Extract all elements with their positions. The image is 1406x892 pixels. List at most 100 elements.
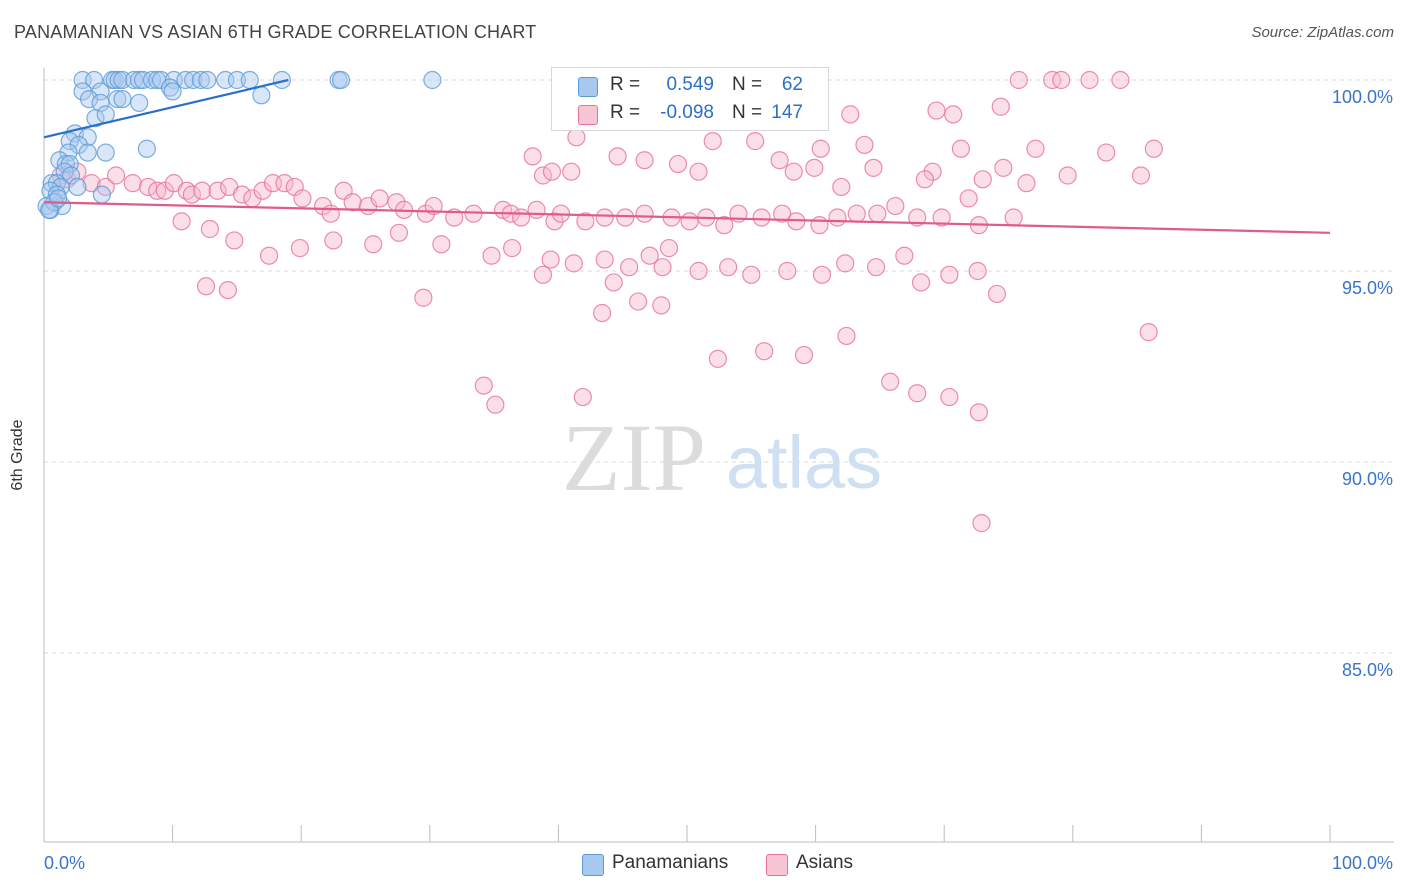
asians-point — [812, 265, 832, 284]
asians-point — [832, 177, 851, 197]
watermark-atlas: atlas — [726, 421, 882, 504]
asians-point — [432, 235, 451, 254]
asians-point — [416, 204, 436, 223]
asians-point — [604, 273, 623, 292]
asians-point — [82, 174, 101, 193]
panamanians-point — [163, 82, 182, 101]
asians-point — [742, 265, 761, 284]
asians-point — [1144, 139, 1163, 158]
panamanians-point — [78, 143, 97, 162]
asians-point — [321, 204, 340, 223]
asians-point — [752, 208, 771, 227]
asians-point — [841, 105, 860, 124]
asians-point — [533, 166, 553, 185]
asians-point — [837, 326, 856, 346]
panamanians-point — [191, 70, 210, 90]
asians-point — [218, 281, 237, 300]
stats-n-label: N = — [732, 102, 763, 123]
panamanians-point — [86, 109, 105, 128]
asians-point — [293, 189, 312, 208]
panamanians-point — [96, 143, 115, 162]
axes — [43, 68, 1394, 843]
asians-point — [746, 132, 765, 151]
panamanians-point — [113, 89, 132, 109]
panamanians-point — [79, 89, 99, 109]
asians-point — [944, 105, 963, 124]
asians-point — [652, 296, 671, 315]
tick-labels: 85.0% 90.0% 95.0% 100.0% 0.0% 100.0% — [44, 87, 1393, 873]
watermark: ZIP atlas — [562, 404, 882, 511]
asians-point — [567, 128, 586, 147]
asians-point — [959, 189, 978, 208]
asians-point — [915, 170, 935, 189]
panamanians-point — [92, 185, 111, 204]
asians-point — [770, 151, 789, 170]
asians-point — [486, 395, 505, 414]
asians-point — [503, 238, 522, 258]
asians-point — [927, 101, 946, 120]
panamanians-point — [49, 189, 68, 208]
legend-swatch-pink — [766, 854, 788, 876]
stats-swatch-blue — [578, 77, 598, 97]
asians-point — [482, 246, 501, 265]
asians-point — [564, 254, 583, 273]
panamanians-point — [198, 70, 217, 90]
asians-point — [259, 246, 279, 265]
asians-point — [805, 158, 824, 177]
asians-point — [562, 162, 581, 181]
asians-point — [847, 204, 866, 223]
trend-lines — [43, 78, 1331, 234]
asians-point — [541, 250, 560, 269]
asians-point — [542, 162, 562, 181]
asians-point — [653, 258, 672, 277]
stats-swatch-pink — [578, 105, 598, 125]
asians-point — [275, 174, 294, 193]
source-credit: Source: ZipAtlas.com — [1251, 24, 1394, 41]
y-tick-label: 85.0% — [1342, 660, 1393, 680]
asians-point — [200, 219, 219, 239]
asians-point — [932, 208, 951, 227]
asians-point — [106, 166, 126, 185]
panamanians-point — [137, 139, 156, 158]
watermark-zip: ZIP — [562, 404, 706, 511]
asians-point — [987, 284, 1007, 304]
asians-point — [1004, 208, 1023, 227]
y-tick-label: 100.0% — [1332, 87, 1393, 107]
asians-point — [364, 235, 383, 254]
asians-point — [414, 288, 433, 307]
panamanians-point — [56, 154, 75, 174]
legend: Panamanians Asians — [0, 851, 1406, 879]
asians-point — [855, 135, 874, 155]
asians-point — [573, 387, 592, 407]
asians-point — [836, 254, 855, 273]
stats-box: R = 0.549 N = 62 R = -0.098 N = 147 — [551, 67, 829, 131]
panamanians-point — [240, 70, 259, 90]
asians-point — [290, 238, 310, 258]
asians-point — [640, 246, 659, 265]
asians-point — [225, 231, 244, 250]
stats-r-value: -0.098 — [660, 102, 714, 123]
asians-point — [1058, 166, 1077, 185]
asians-point — [1097, 143, 1116, 162]
asians-point — [608, 147, 627, 166]
asians-point — [940, 387, 959, 407]
asians-point — [991, 97, 1010, 116]
asians-point — [951, 139, 971, 158]
asians-point — [968, 261, 987, 281]
stats-n-value: 62 — [781, 74, 803, 95]
panamanians-point — [73, 82, 92, 101]
asians-point — [324, 231, 343, 250]
asians-point — [343, 193, 362, 212]
asians-point — [232, 185, 252, 204]
asians-point — [576, 212, 595, 231]
asians-point — [474, 376, 493, 395]
asians-point — [755, 342, 774, 361]
asians-point — [994, 158, 1013, 177]
asians-point — [193, 181, 212, 200]
asians-point — [172, 212, 191, 231]
asians-point — [593, 303, 612, 323]
asians-point — [895, 246, 914, 265]
asians-point — [703, 132, 722, 151]
asians-point — [668, 154, 688, 174]
asians-point — [908, 208, 927, 227]
